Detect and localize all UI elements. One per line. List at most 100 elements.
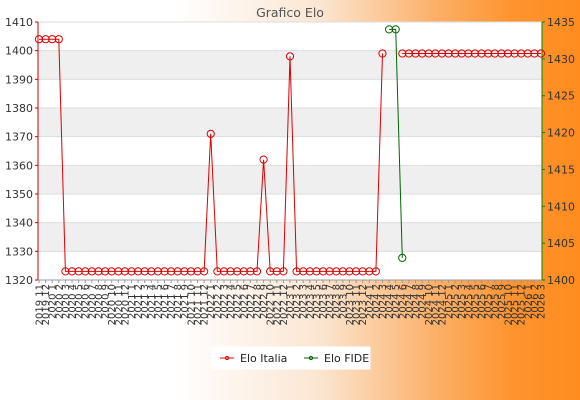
x-tick-label: 2024 5 xyxy=(391,284,402,319)
data-point xyxy=(259,155,268,164)
series-line xyxy=(389,28,403,258)
left-tick-label: 1360 xyxy=(5,159,33,172)
x-tick-label: 2020 2 xyxy=(54,284,65,319)
x-tick-label: 2025 6 xyxy=(477,284,488,319)
data-point xyxy=(140,267,149,276)
x-tick-label: 2025 1 xyxy=(444,284,455,319)
x-tick-label: 2020 4 xyxy=(68,284,79,319)
data-point xyxy=(536,49,546,58)
x-tick-label: 2023 10 xyxy=(345,284,356,325)
x-tick-label: 2023 8 xyxy=(332,284,343,319)
x-tick-label: 2020 1 xyxy=(48,284,59,319)
data-point xyxy=(351,267,361,276)
data-point xyxy=(398,253,407,262)
data-point xyxy=(391,25,400,34)
x-tick-label: 2026 1 xyxy=(523,284,534,319)
x-tick-label: 2025 2 xyxy=(451,284,462,319)
x-tick-label: 2021 12 xyxy=(200,284,211,325)
data-point xyxy=(173,267,182,276)
x-tick-label: 2023 9 xyxy=(338,284,349,319)
legend: Elo Italia Elo FIDE xyxy=(211,346,371,370)
data-point xyxy=(523,49,532,58)
x-tick-label: 2020 8 xyxy=(94,284,105,319)
data-point xyxy=(378,49,387,58)
data-point xyxy=(490,49,499,58)
x-tick-label: 2023 4 xyxy=(305,284,316,319)
x-tick-label: 2024 11 xyxy=(431,284,442,325)
data-point xyxy=(517,49,526,58)
x-tick-label: 2021 2 xyxy=(134,284,145,319)
x-tick-label: 2020 3 xyxy=(61,284,72,319)
data-point xyxy=(411,49,420,58)
data-point xyxy=(305,267,314,276)
data-point xyxy=(470,49,480,58)
data-point xyxy=(219,267,229,276)
data-point xyxy=(206,129,215,138)
data-point xyxy=(312,267,321,276)
left-tick-label: 1390 xyxy=(5,73,33,86)
chart-title: Grafico Elo xyxy=(256,5,324,20)
data-point xyxy=(180,267,189,276)
data-point xyxy=(444,49,453,58)
x-tick-label: 2022 11 xyxy=(272,284,283,325)
x-tick-label: 2021 11 xyxy=(193,284,204,325)
data-point xyxy=(325,267,334,276)
x-tick-label: 2025 9 xyxy=(497,284,508,319)
x-tick-label: 2022 3 xyxy=(219,284,230,319)
left-tick-label: 1410 xyxy=(5,16,33,29)
data-point xyxy=(358,267,367,276)
right-tick-label: 1430 xyxy=(547,53,575,66)
data-point xyxy=(34,35,44,44)
data-point xyxy=(332,267,341,276)
data-point xyxy=(67,267,77,276)
data-point xyxy=(61,267,70,276)
left-tick-label: 1370 xyxy=(5,131,33,144)
data-point xyxy=(160,267,169,276)
right-tick-label: 1415 xyxy=(547,163,575,176)
x-tick-label: 2024 4 xyxy=(385,284,396,319)
data-point xyxy=(213,267,222,276)
data-point xyxy=(226,267,235,276)
grid-band xyxy=(38,165,542,194)
data-point xyxy=(510,49,519,58)
x-tick-label: 2021 5 xyxy=(153,284,164,319)
x-tick-label: 2022 1 xyxy=(206,284,217,319)
right-tick-label: 1400 xyxy=(547,274,575,287)
data-point xyxy=(186,267,196,276)
data-point xyxy=(457,49,466,58)
x-tick-label: 2025 10 xyxy=(503,284,514,325)
x-tick-label: 2020 6 xyxy=(81,284,92,319)
x-tick-label: 2023 11 xyxy=(352,284,363,325)
series-0 xyxy=(34,35,546,276)
x-tick-label: 2020 9 xyxy=(101,284,112,319)
data-point xyxy=(200,267,209,276)
x-tick-label: 2022 10 xyxy=(266,284,277,325)
legend-marker xyxy=(224,355,230,361)
data-point xyxy=(497,49,506,58)
x-tick-label: 2022 7 xyxy=(246,284,257,319)
x-tick-label: 2022 12 xyxy=(279,284,290,325)
data-point xyxy=(100,267,110,276)
x-tick-label: 2024 12 xyxy=(437,284,448,325)
data-point xyxy=(272,267,281,276)
series-line xyxy=(39,38,383,272)
data-point xyxy=(239,267,248,276)
data-point xyxy=(503,49,513,58)
left-tick-label: 1330 xyxy=(5,245,33,258)
data-point xyxy=(87,267,96,276)
data-point xyxy=(246,267,255,276)
data-point xyxy=(404,49,413,58)
x-tick-label: 2021 3 xyxy=(140,284,151,319)
data-point xyxy=(120,267,129,276)
x-tick-label: 2025 7 xyxy=(484,284,495,319)
data-point xyxy=(477,49,486,58)
right-tick-label: 1410 xyxy=(547,200,575,213)
x-tick-label: 2023 2 xyxy=(292,284,303,319)
data-point xyxy=(153,267,162,276)
x-tick-label: 2025 3 xyxy=(457,284,468,319)
data-point xyxy=(299,267,308,276)
x-tick-label: 2022 6 xyxy=(239,284,250,319)
x-tick-label: 2022 8 xyxy=(252,284,263,319)
